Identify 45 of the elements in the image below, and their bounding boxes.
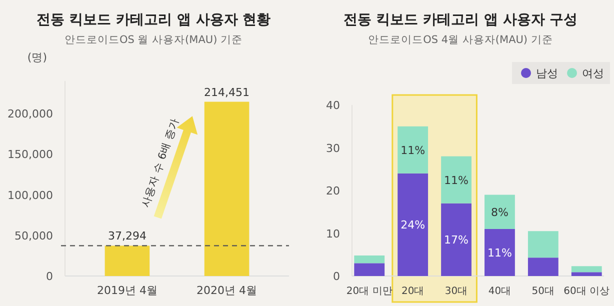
x-tick-label: 50대	[532, 286, 555, 297]
x-tick-label: 60대 이상	[564, 286, 610, 297]
x-tick-label: 2020년 4월	[196, 284, 258, 297]
y-tick-label: 0	[333, 270, 340, 283]
bar	[528, 258, 558, 276]
y-axis-title: (명)	[27, 51, 47, 64]
data-label: 11%	[400, 144, 426, 157]
legend-label: 여성	[582, 67, 604, 80]
y-tick-label: 40	[326, 99, 340, 112]
bar	[484, 228, 515, 276]
y-tick-label: 20	[326, 184, 340, 198]
data-label: 24%	[400, 218, 426, 232]
y-tick-label: 30	[326, 142, 340, 155]
chart-title: 전동 킥보드 카테고리 앱 사용자 현황	[36, 12, 271, 28]
data-label: 11%	[488, 246, 512, 260]
y-tick-label: 50,000	[14, 229, 53, 242]
bar	[571, 266, 602, 272]
data-label: 214,451	[204, 86, 250, 99]
x-tick-label: 30대	[444, 286, 468, 297]
y-tick-label: 200,000	[8, 108, 53, 120]
data-label: 8%	[491, 206, 508, 219]
y-tick-label: 150,000	[8, 148, 53, 162]
legend-label: 남성	[536, 67, 558, 80]
bar	[398, 126, 428, 174]
bar	[484, 194, 515, 229]
bar	[441, 156, 472, 204]
bar	[354, 263, 385, 276]
y-tick-label: 0	[46, 270, 53, 283]
chart-title: 전동 킥보드 카테고리 앱 사용자 구성	[343, 12, 578, 28]
annotation: 사용자 수 6배 증가	[140, 116, 182, 210]
chart-subtitle: 안드로이드OS 4월 사용자(MAU) 기준	[368, 34, 553, 46]
y-tick-label: 100,000	[8, 188, 53, 202]
x-tick-label: 40대	[488, 286, 512, 297]
x-tick-label: 2019년 4월	[96, 284, 158, 297]
y-tick-label: 10	[326, 227, 340, 240]
bar	[354, 255, 385, 264]
x-tick-label: 20대	[401, 286, 424, 297]
data-label: 17%	[444, 234, 468, 247]
data-label: 11%	[444, 174, 468, 187]
chart-subtitle: 안드로이드OS 월 사용자(MAU) 기준	[64, 34, 243, 46]
bar	[398, 173, 428, 276]
bar	[441, 203, 472, 276]
data-label: 37,294	[108, 230, 146, 243]
bar	[528, 231, 558, 258]
bar	[571, 272, 602, 276]
